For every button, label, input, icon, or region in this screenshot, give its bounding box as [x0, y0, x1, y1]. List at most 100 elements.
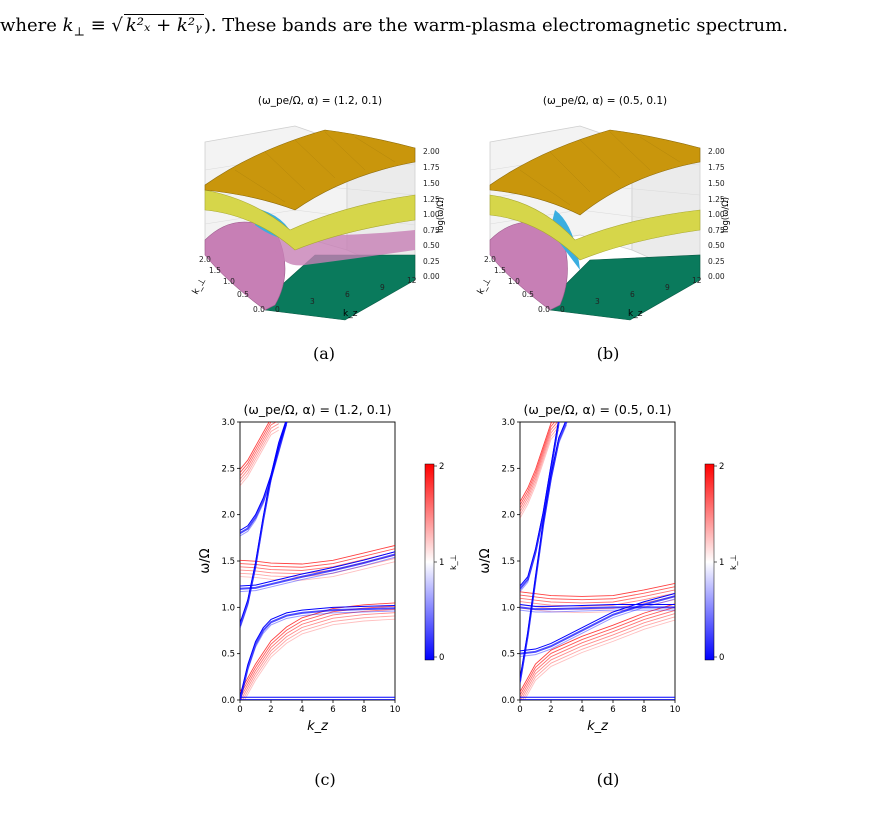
surface-a-green-band [264, 254, 416, 321]
chart-d-high-kperp-line-0-3 [520, 422, 558, 509]
surface-b-z-ticks: 2.00 1.75 1.50 1.25 1.00 0.75 0.50 0.25 … [708, 147, 725, 281]
chart-c-high-kperp-line-0-1 [240, 426, 279, 483]
surface-b-gold-band [489, 129, 701, 216]
svg-text:9: 9 [665, 283, 670, 292]
chart-d-y-tick-label-4: 2.0 [501, 511, 515, 521]
svg-text:1.5: 1.5 [209, 266, 221, 275]
chart-c-high-kperp-line-0-4 [240, 422, 272, 474]
surface-b-green-band [549, 254, 701, 321]
chart-c-high-kperp-line-0-5 [240, 422, 270, 470]
chart-c-y-tick-label-3: 1.5 [221, 557, 235, 567]
chart-d-colorbar-max-label: 2 [719, 462, 724, 472]
chart-c-y-tick-label-5: 2.5 [221, 464, 235, 474]
chart-c-high-kperp-line-0-0 [240, 429, 279, 486]
chart-c-high-kperp-line-1-0 [240, 561, 395, 581]
svg-text:1.5: 1.5 [494, 266, 506, 275]
chart-c-y-tick-label-6: 3.0 [221, 418, 235, 428]
chart-d-high-kperp-line-2-3 [520, 609, 675, 699]
chart-d-low-kperp-line-3-1 [520, 606, 675, 611]
surface-a-yellow-band [204, 189, 416, 251]
chart-c-colorbar-max-label: 2 [439, 462, 444, 472]
chart-d-colorbar-label: k_⊥ [729, 554, 738, 570]
svg-text:3: 3 [310, 297, 315, 306]
chart-d-high-kperp-line-2-1 [522, 616, 675, 700]
svg-text:0.00: 0.00 [708, 272, 725, 281]
figure-a-title: (ω_pe/Ω, α) = (1.2, 0.1) [258, 95, 382, 107]
chart-c-colorbar-min-label: 0 [439, 653, 444, 663]
chart-d-x-tick-label-2: 4 [579, 705, 584, 715]
surface-a-kz-label: k_z [343, 309, 358, 319]
chart-c-x-label: k_z [307, 719, 329, 734]
chart-d-low-kperp-line-2-2 [520, 592, 675, 652]
chart-d-high-kperp-line-2-5 [520, 603, 675, 693]
svg-text:0.0: 0.0 [538, 305, 550, 314]
chart-c-x-tick-label-3: 6 [330, 705, 335, 715]
surface-a-z-label: log(ω/Ω) [436, 197, 446, 233]
svg-text:1.0: 1.0 [508, 277, 520, 286]
chart-d-high-kperp-line-1-2 [520, 592, 675, 607]
svg-text:2.0: 2.0 [199, 255, 211, 264]
svg-text:2.00: 2.00 [423, 147, 440, 156]
figure-b-surface: (ω_pe/Ω, α) = (0.5, 0.1) 2.00 1.75 1.50 … [476, 95, 731, 321]
caption-c: (c) [314, 770, 336, 789]
chart-d-y-label: ω/Ω [478, 548, 493, 573]
chart-c-low-kperp-line-2-1 [240, 553, 395, 590]
svg-text:0.25: 0.25 [708, 257, 725, 266]
svg-text:1.00: 1.00 [708, 210, 725, 219]
svg-text:3: 3 [595, 297, 600, 306]
chart-c-high-kperp-line-0-3 [240, 422, 277, 477]
surface-a-z-ticks: 2.00 1.75 1.50 1.25 1.00 0.75 0.50 0.25 … [423, 147, 440, 281]
chart-c-x-tick-label-5: 10 [390, 705, 401, 715]
svg-text:0.00: 0.00 [423, 272, 440, 281]
chart-c-x-tick-label-2: 4 [299, 705, 304, 715]
equiv-symbol: ≡ [84, 15, 112, 36]
svg-text:0: 0 [560, 305, 565, 314]
chart-d-x-label: k_z [587, 719, 609, 734]
chart-d-y-tick-label-2: 1.0 [501, 603, 515, 613]
surface-b-kperp-ticks: 2.0 1.5 1.0 0.5 0.0 [484, 255, 550, 314]
svg-text:6: 6 [630, 290, 635, 299]
caption-a: (a) [312, 344, 336, 363]
surface-a-kperp-ticks: 2.0 1.5 1.0 0.5 0.0 [199, 255, 265, 314]
chart-d-high-kperp-line-0-4 [520, 422, 556, 506]
chart-c-low-kperp-line-2-2 [240, 551, 395, 587]
chart-c-colorbar-label: k_⊥ [449, 554, 458, 570]
chart-d-high-kperp-line-1-3 [520, 589, 675, 604]
svg-text:12: 12 [407, 276, 417, 285]
chart-c-low-kperp-line-3-2 [240, 604, 395, 698]
sqrt-sign: √ [111, 15, 123, 36]
chart-c-low-kperp-line-1-1 [240, 422, 288, 535]
chart-c-high-kperp-line-0-2 [240, 423, 279, 480]
svg-text:1.25: 1.25 [708, 195, 725, 204]
chart-c-high-kperp-line-2-2 [240, 612, 395, 700]
chart-d-title: (ω_pe/Ω, α) = (0.5, 0.1) [524, 402, 672, 417]
svg-text:1.0: 1.0 [223, 277, 235, 286]
svg-text:0.50: 0.50 [423, 241, 440, 250]
surface-b-yellow-band [489, 194, 701, 261]
svg-text:0.50: 0.50 [708, 241, 725, 250]
chart-c-low-kperp-line-0-2 [240, 422, 287, 624]
chart-d-y-tick-label-0: 0.0 [501, 696, 515, 706]
chart-c-y-tick-label-4: 2.0 [221, 511, 235, 521]
chart-d-high-kperp-line-0-5 [520, 422, 553, 503]
surface-b-z-label: log(ω/Ω) [721, 197, 731, 233]
intro-prefix: where [0, 15, 63, 36]
chart-c-title: (ω_pe/Ω, α) = (1.2, 0.1) [244, 402, 392, 417]
svg-text:2.00: 2.00 [708, 147, 725, 156]
surface-b-kperp-label: k_⊥ [476, 276, 494, 296]
chart-d-x-tick-label-0: 0 [517, 705, 522, 715]
caption-d: (d) [596, 770, 620, 789]
chart-c-x-tick-label-0: 0 [237, 705, 242, 715]
chart-d-colorbar-min-label: 0 [719, 653, 724, 663]
surface-a-gold-band [204, 129, 416, 211]
svg-text:0: 0 [275, 305, 280, 314]
sqrt-body: k²ₓ + k²ᵧ [123, 14, 204, 36]
chart-c-y-tick-label-2: 1.0 [221, 603, 235, 613]
chart-d-high-kperp-line-2-0 [524, 619, 675, 700]
svg-text:1.00: 1.00 [423, 210, 440, 219]
chart-c-high-kperp-line-2-5 [240, 602, 395, 693]
chart-d-plot-area [519, 421, 676, 701]
svg-text:6: 6 [345, 290, 350, 299]
svg-text:0.0: 0.0 [253, 305, 265, 314]
svg-text:1.50: 1.50 [423, 179, 440, 188]
